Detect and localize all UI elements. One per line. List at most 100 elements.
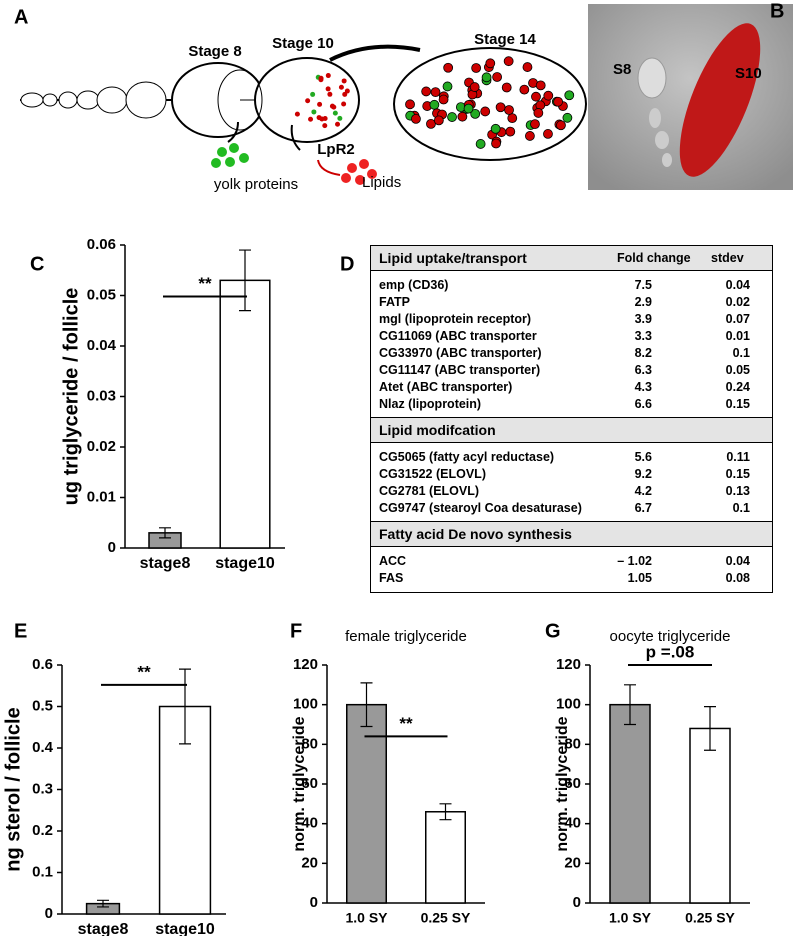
y-tick-label: 40	[564, 815, 581, 832]
table-cell: 0.05	[725, 362, 750, 377]
dot	[430, 87, 441, 98]
dot	[503, 56, 514, 67]
error-bar	[159, 527, 171, 539]
dot	[525, 131, 535, 141]
dot	[311, 109, 317, 115]
table-cell: Atet (ABC transporter)	[379, 379, 513, 394]
oocyte	[217, 69, 263, 131]
dot	[310, 91, 316, 97]
dot	[322, 123, 328, 129]
table-cell: CG11069 (ABC transporter	[379, 328, 537, 343]
bar	[689, 727, 731, 904]
table-cell: 1.05	[627, 570, 652, 585]
column-header: stdev	[711, 251, 744, 265]
table-cell: emp (CD36)	[379, 277, 449, 292]
table-cell: 0.04	[725, 277, 750, 292]
lipid-dot	[355, 175, 365, 185]
table-cell: Nlaz (lipoprotein)	[379, 396, 482, 411]
dot	[469, 82, 480, 92]
lipid-dot	[341, 173, 351, 183]
error-bar	[360, 682, 373, 728]
dot	[325, 73, 331, 79]
y-axis-label: norm. triglyceride	[554, 716, 571, 851]
table-row: CG11147 (ABC transporter) 6.3 0.05	[371, 361, 772, 378]
error-bar	[179, 668, 191, 745]
significance-label: **	[198, 274, 212, 293]
small-follicle	[662, 153, 672, 167]
dot	[457, 111, 468, 122]
yolk-dot	[225, 157, 235, 167]
small-follicle	[649, 108, 661, 128]
lipid-dot	[359, 159, 369, 169]
y-tick-label: 120	[556, 656, 581, 673]
dot	[507, 113, 518, 124]
chart-title: oocyte triglyceride	[610, 628, 731, 645]
y-tick-label: 0.6	[32, 656, 53, 673]
y-axis-label: ng sterol / follicle	[2, 707, 24, 871]
spacer	[371, 586, 772, 591]
section-header: Fatty acid De novo synthesis	[371, 521, 772, 547]
table-row: Nlaz (lipoprotein) 6.6 0.15	[371, 395, 772, 412]
dot	[535, 80, 546, 91]
y-tick-label: 20	[564, 854, 581, 871]
dot	[332, 110, 338, 116]
error-bar	[704, 706, 716, 751]
dot	[480, 106, 491, 117]
dot	[342, 91, 348, 97]
table-cell: 0.15	[725, 396, 750, 411]
table-cell: CG9747 (stearoyl Coa desaturase)	[379, 500, 582, 515]
table-cell: 4.3	[634, 379, 652, 394]
table-row: CG5065 (fatty acyl reductase) 5.6 0.11	[371, 448, 772, 465]
y-tick-label: 80	[301, 735, 318, 752]
table-cell: 3.9	[634, 311, 652, 326]
table-cell: 8.2	[634, 345, 652, 360]
dot	[433, 115, 444, 126]
dot	[411, 113, 421, 124]
y-tick-label: 0.04	[87, 337, 117, 354]
lipid-dots	[211, 56, 575, 185]
table-row: Atet (ABC transporter) 4.3 0.24	[371, 378, 772, 395]
y-tick-label: 20	[301, 854, 318, 871]
y-tick-label: 100	[293, 696, 318, 713]
error-bar	[439, 803, 452, 821]
dot	[331, 104, 337, 110]
table-cell: 0.15	[725, 466, 750, 481]
x-tick-label: stage8	[78, 921, 129, 936]
significance-label: p =.08	[646, 642, 695, 661]
dot	[522, 62, 533, 72]
x-tick-label: 0.25 SY	[421, 910, 471, 926]
dot	[335, 121, 341, 127]
table-cell: 6.3	[634, 362, 652, 377]
dot	[492, 72, 503, 82]
dot	[325, 86, 331, 92]
table-cell: 7.5	[634, 277, 652, 292]
dot	[481, 72, 492, 83]
y-tick-label: 0.01	[87, 488, 116, 505]
chart-title: female triglyceride	[345, 628, 467, 645]
table-cell: CG31522 (ELOVL)	[379, 466, 486, 481]
x-tick-label: 1.0 SY	[609, 910, 652, 926]
dot	[543, 90, 554, 101]
dot	[470, 108, 481, 119]
y-tick-label: 100	[556, 696, 581, 713]
lipid-dot	[347, 163, 357, 173]
yolk-dot	[239, 153, 249, 163]
table-cell: CG33970 (ABC transporter)	[379, 345, 542, 360]
dot	[316, 115, 322, 121]
table-row: CG31522 (ELOVL) 9.2 0.15	[371, 465, 772, 482]
dot	[463, 103, 474, 114]
section-title: Lipid modifcation	[379, 422, 496, 438]
table-cell: 0.13	[725, 483, 750, 498]
table-row: CG33970 (ABC transporter) 8.2 0.1	[371, 344, 772, 361]
dot	[405, 99, 415, 110]
x-tick-label: 0.25 SY	[685, 910, 735, 926]
dot	[447, 112, 457, 122]
dot	[490, 123, 501, 134]
error-bar	[624, 684, 636, 726]
yolk-label: yolk proteins	[214, 176, 298, 193]
y-tick-label: 60	[564, 775, 581, 792]
table-cell: mgl (lipoprotein receptor)	[379, 311, 532, 326]
dot	[305, 98, 311, 104]
y-tick-label: 0	[573, 894, 581, 911]
lipids-label: Lipids	[362, 174, 401, 191]
